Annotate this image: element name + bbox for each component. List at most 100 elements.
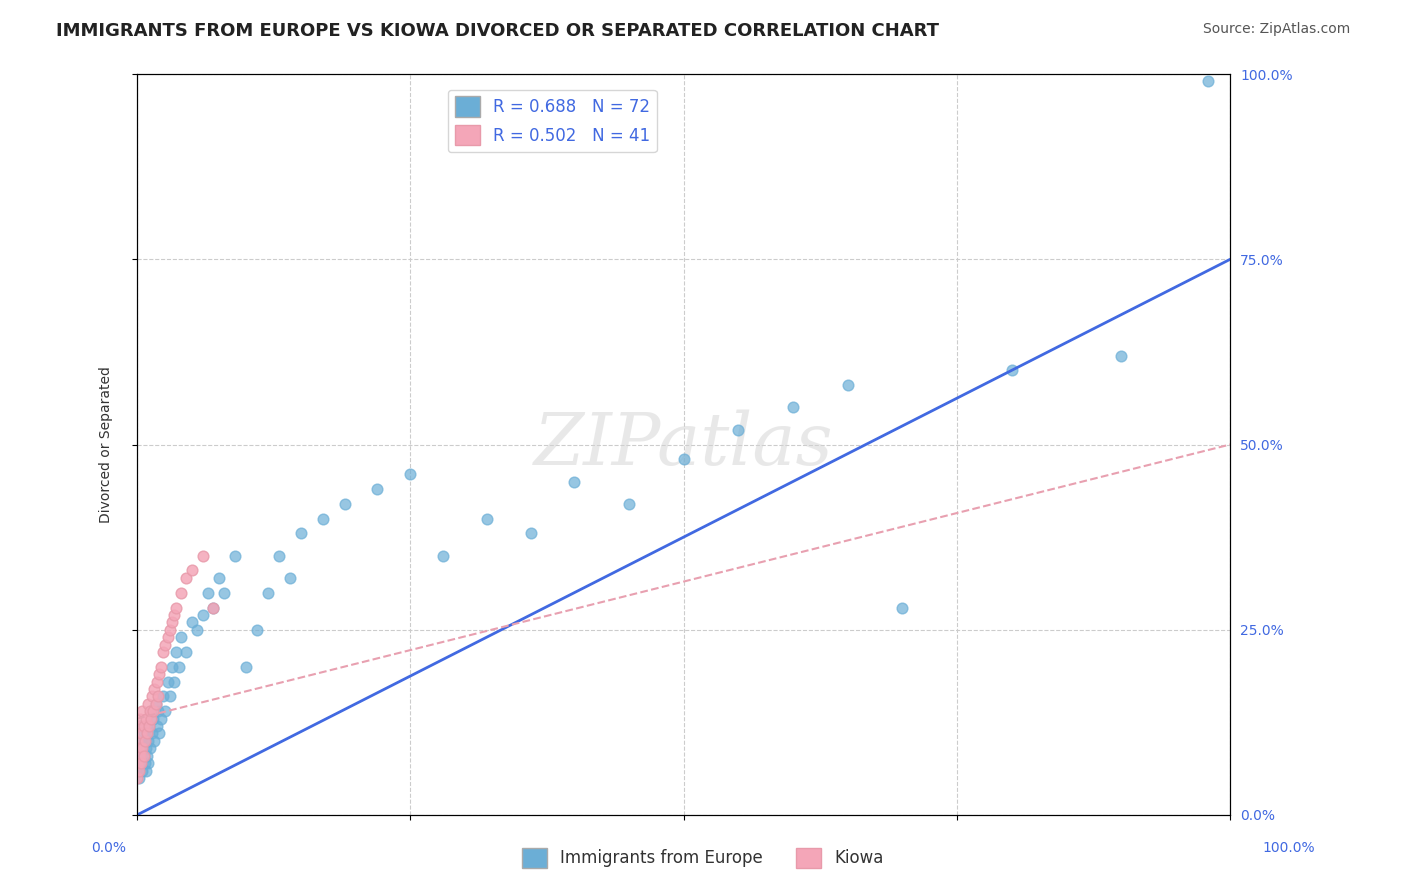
- Point: [128, 741, 150, 756]
- Point: [197, 585, 219, 599]
- Point: [143, 734, 166, 748]
- Point: [125, 764, 148, 778]
- Point: [202, 600, 225, 615]
- Point: [432, 549, 454, 563]
- Legend: R = 0.688   N = 72, R = 0.502   N = 41: R = 0.688 N = 72, R = 0.502 N = 41: [449, 90, 657, 153]
- Point: [131, 704, 153, 718]
- Point: [135, 726, 157, 740]
- Point: [159, 623, 181, 637]
- Point: [170, 630, 193, 644]
- Point: [152, 690, 174, 704]
- Point: [312, 511, 335, 525]
- Point: [246, 623, 269, 637]
- Point: [131, 764, 153, 778]
- Y-axis label: Divorced or Separated: Divorced or Separated: [100, 366, 114, 523]
- Point: [128, 771, 150, 785]
- Text: 100.0%: 100.0%: [1263, 841, 1315, 855]
- Point: [141, 712, 163, 726]
- Point: [132, 748, 155, 763]
- Point: [208, 571, 231, 585]
- Point: [146, 690, 169, 704]
- Point: [146, 704, 169, 718]
- Point: [186, 623, 208, 637]
- Point: [150, 660, 173, 674]
- Point: [129, 748, 152, 763]
- Point: [132, 719, 155, 733]
- Point: [214, 585, 236, 599]
- Point: [148, 726, 170, 740]
- Point: [132, 748, 155, 763]
- Point: [138, 719, 160, 733]
- Point: [1000, 363, 1022, 377]
- Point: [165, 645, 187, 659]
- Point: [180, 564, 202, 578]
- Point: [290, 526, 312, 541]
- Point: [191, 607, 214, 622]
- Point: [131, 734, 153, 748]
- Point: [156, 630, 179, 644]
- Point: [136, 697, 159, 711]
- Point: [235, 660, 257, 674]
- Point: [135, 712, 157, 726]
- Point: [672, 452, 695, 467]
- Point: [131, 726, 153, 740]
- Point: [150, 712, 173, 726]
- Point: [475, 511, 498, 525]
- Point: [129, 719, 152, 733]
- Point: [127, 756, 149, 771]
- Point: [562, 475, 585, 489]
- Point: [145, 719, 167, 733]
- Point: [139, 704, 162, 718]
- Point: [148, 667, 170, 681]
- Text: Source: ZipAtlas.com: Source: ZipAtlas.com: [1202, 22, 1350, 37]
- Point: [174, 571, 197, 585]
- Point: [134, 756, 156, 771]
- Point: [399, 467, 422, 482]
- Point: [145, 674, 167, 689]
- Point: [134, 734, 156, 748]
- Point: [727, 423, 749, 437]
- Point: [136, 756, 159, 771]
- Point: [125, 734, 148, 748]
- Point: [159, 690, 181, 704]
- Point: [163, 674, 186, 689]
- Point: [174, 645, 197, 659]
- Text: IMMIGRANTS FROM EUROPE VS KIOWA DIVORCED OR SEPARATED CORRELATION CHART: IMMIGRANTS FROM EUROPE VS KIOWA DIVORCED…: [56, 22, 939, 40]
- Point: [155, 638, 177, 652]
- Point: [519, 526, 541, 541]
- Point: [1197, 74, 1219, 88]
- Point: [141, 690, 163, 704]
- Point: [135, 726, 157, 740]
- Legend: Immigrants from Europe, Kiowa: Immigrants from Europe, Kiowa: [515, 841, 891, 875]
- Point: [165, 600, 187, 615]
- Point: [160, 615, 183, 630]
- Point: [134, 734, 156, 748]
- Point: [135, 741, 157, 756]
- Point: [127, 719, 149, 733]
- Point: [135, 764, 157, 778]
- Text: 0.0%: 0.0%: [91, 841, 127, 855]
- Point: [180, 615, 202, 630]
- Point: [131, 741, 153, 756]
- Point: [128, 764, 150, 778]
- Point: [202, 600, 225, 615]
- Point: [127, 756, 149, 771]
- Point: [170, 585, 193, 599]
- Point: [366, 482, 388, 496]
- Point: [891, 600, 914, 615]
- Point: [131, 756, 153, 771]
- Point: [269, 549, 291, 563]
- Point: [143, 681, 166, 696]
- Point: [125, 748, 148, 763]
- Point: [257, 585, 280, 599]
- Point: [132, 726, 155, 740]
- Point: [131, 741, 153, 756]
- Point: [141, 726, 163, 740]
- Point: [155, 704, 177, 718]
- Point: [136, 734, 159, 748]
- Text: ZIPatlas: ZIPatlas: [534, 409, 834, 480]
- Point: [191, 549, 214, 563]
- Point: [145, 697, 167, 711]
- Point: [125, 771, 148, 785]
- Point: [160, 660, 183, 674]
